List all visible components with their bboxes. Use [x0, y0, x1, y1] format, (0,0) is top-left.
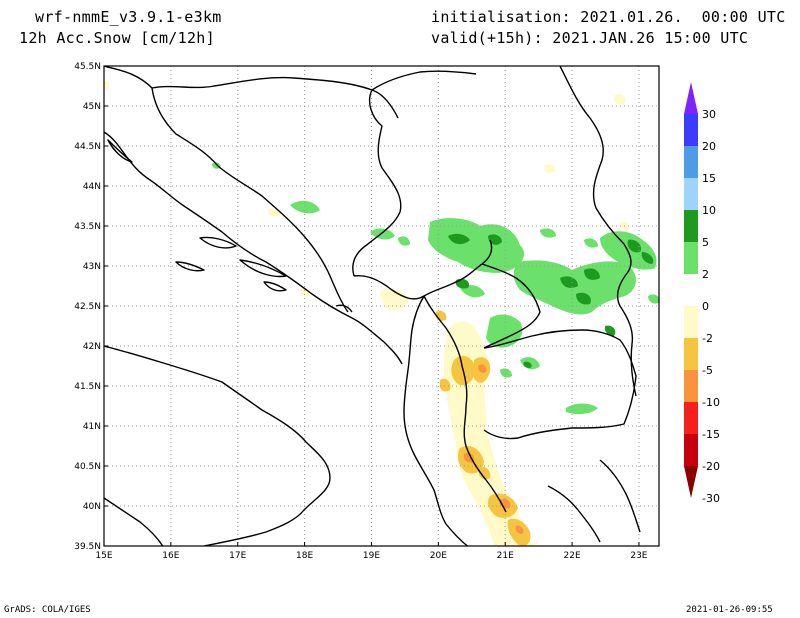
colorbar-segment [684, 434, 698, 466]
lon-tick-label: 18E [296, 551, 313, 561]
colorbar-segment [684, 402, 698, 434]
colorbar-label: 20 [702, 140, 716, 153]
colorbar-segment [684, 210, 698, 242]
colorbar-label: -5 [702, 364, 713, 377]
colorbar-segment [684, 114, 698, 146]
colorbar-segment [684, 306, 698, 338]
lat-tick-label: 45N [83, 102, 101, 112]
lat-tick-label: 43N [83, 262, 101, 272]
colorbar-label: -20 [702, 460, 720, 473]
latitude-labels: 45.5N 45N 44.5N 44N 43.5N 43N 42.5N 42N 41.5N 41N… [74, 62, 108, 552]
lat-tick-label: 40N [83, 502, 101, 512]
model-title: wrf-nmmE_v3.9.1-e3km [35, 8, 222, 26]
lat-tick-label: 41N [83, 422, 101, 432]
lon-tick-label: 15E [95, 551, 112, 561]
colorbar-label: -15 [702, 428, 720, 441]
lat-tick-label: 45.5N [74, 62, 101, 72]
colorbar-label: 2 [702, 268, 709, 281]
colorbar-segment [684, 338, 698, 370]
colorbar-label: 10 [702, 204, 716, 217]
coastlines-borders [104, 66, 641, 546]
lon-tick-label: 20E [430, 551, 447, 561]
lon-tick-label: 21E [497, 551, 514, 561]
longitude-labels: 15E 16E 17E 18E 19E 20E 21E 22E 23E [95, 542, 648, 561]
lat-tick-label: 43.5N [74, 222, 101, 232]
lat-tick-label: 40.5N [74, 462, 101, 472]
colorbar-label: 15 [702, 172, 716, 185]
lat-tick-label: 42N [83, 342, 101, 352]
lon-tick-label: 23E [630, 551, 647, 561]
colorbar-max-arrow [684, 82, 698, 114]
valid-time: valid(+15h): 2021.JAN.26 15:00 UTC [431, 29, 749, 47]
footer-timestamp: 2021-01-26-09:55 [686, 605, 773, 615]
colorbar-label: 30 [702, 108, 716, 121]
colorbar-segment [684, 274, 698, 306]
colorbar-segment [684, 178, 698, 210]
init-time: initialisation: 2021.01.26. 00:00 UTC [431, 8, 786, 26]
colorbar-label: -10 [702, 396, 720, 409]
colorbar-min-arrow [684, 466, 698, 498]
lat-tick-label: 44.5N [74, 142, 101, 152]
lon-tick-label: 17E [229, 551, 246, 561]
lon-tick-label: 16E [162, 551, 179, 561]
footer-credit: GrADS: COLA/IGES [4, 605, 91, 615]
colorbar-segment [684, 370, 698, 402]
lat-tick-label: 44N [83, 182, 101, 192]
colorbar-label: 5 [702, 236, 709, 249]
lat-tick-label: 42.5N [74, 302, 101, 312]
colorbar-label: 0 [702, 300, 709, 313]
colorbar-segment [684, 242, 698, 274]
lat-tick-label: 39.5N [74, 542, 101, 552]
snow-field [104, 80, 659, 546]
lon-tick-label: 22E [564, 551, 581, 561]
colorbar-label: -30 [702, 492, 720, 505]
lat-tick-label: 41.5N [74, 382, 101, 392]
colorbar-label: -2 [702, 332, 713, 345]
field-title: 12h Acc.Snow [cm/12h] [19, 29, 215, 47]
lon-tick-label: 19E [363, 551, 380, 561]
colorbar-segment [684, 146, 698, 178]
